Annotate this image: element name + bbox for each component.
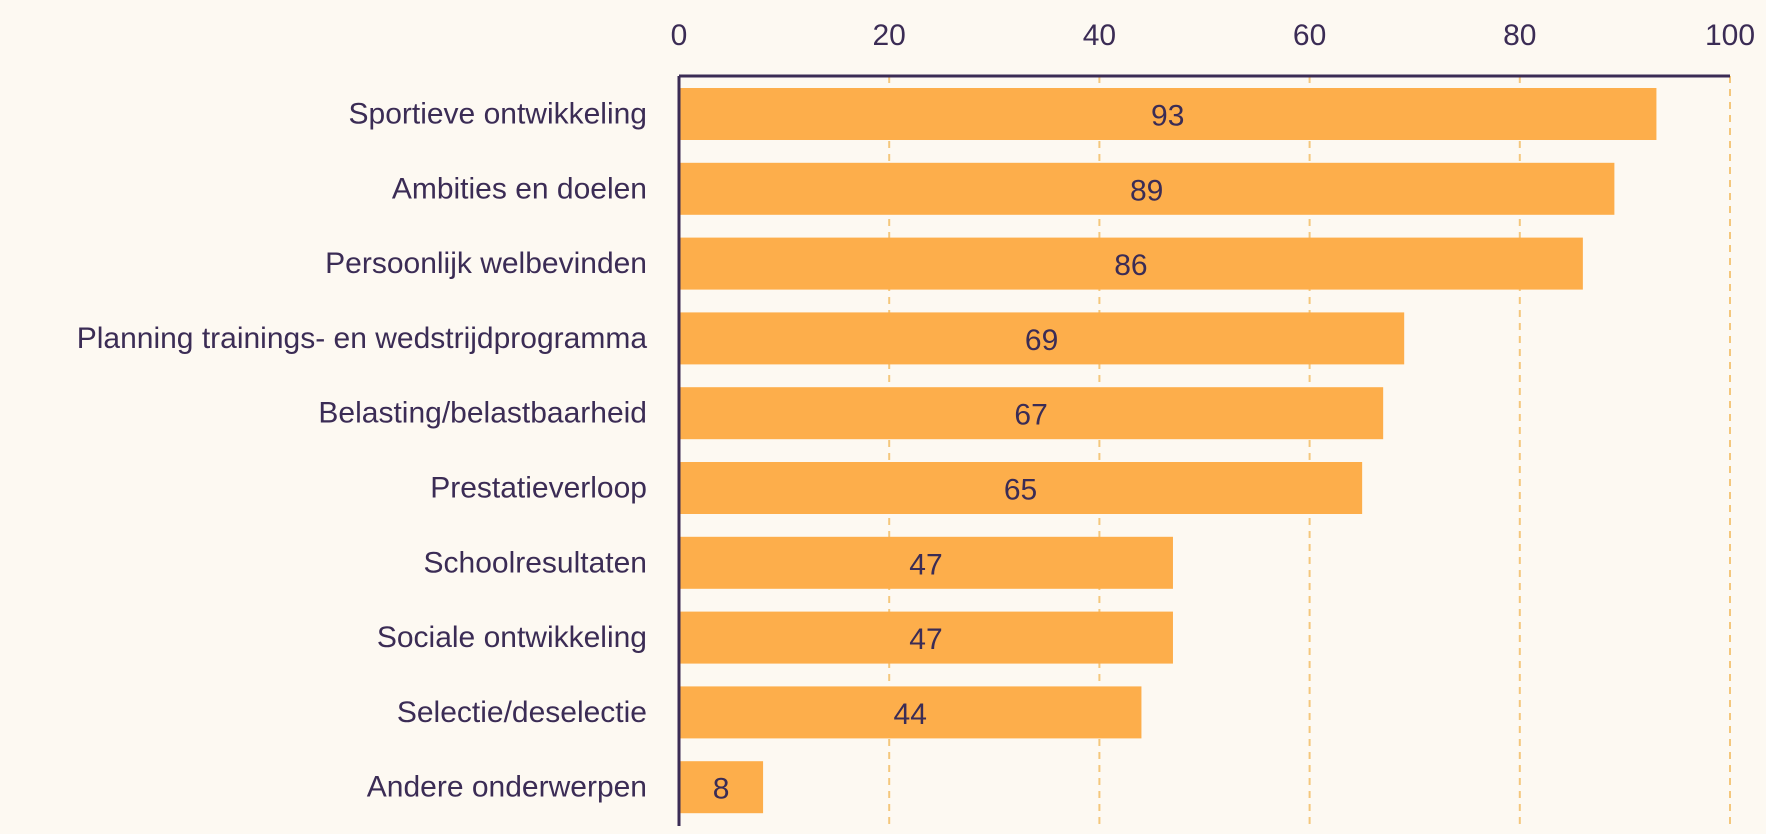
category-label: Selectie/deselectie bbox=[397, 696, 647, 729]
value-label: 69 bbox=[1025, 324, 1058, 357]
bar bbox=[679, 536, 1173, 589]
bar bbox=[679, 686, 1142, 739]
value-label: 86 bbox=[1114, 249, 1147, 282]
value-label: 67 bbox=[1014, 399, 1047, 432]
category-label: Belasting/belastbaarheid bbox=[318, 397, 647, 430]
bar bbox=[679, 387, 1384, 440]
value-label: 44 bbox=[894, 698, 927, 731]
category-label: Andere onderwerpen bbox=[367, 771, 647, 804]
bar bbox=[679, 761, 764, 814]
category-label: Ambities en doelen bbox=[392, 172, 647, 205]
value-label: 93 bbox=[1151, 100, 1184, 133]
bars bbox=[679, 88, 1657, 814]
value-label: 47 bbox=[909, 623, 942, 656]
value-label: 8 bbox=[713, 773, 730, 806]
value-labels: 93 89 86 69 67 65 47 47 44 8 bbox=[713, 100, 1185, 806]
tick-label: 0 bbox=[671, 19, 688, 52]
category-label: Prestatieverloop bbox=[430, 472, 647, 505]
category-label: Sportieve ontwikkeling bbox=[349, 98, 648, 131]
bar bbox=[679, 462, 1363, 514]
bar bbox=[679, 611, 1173, 664]
value-label: 47 bbox=[909, 548, 942, 581]
bar bbox=[679, 237, 1583, 290]
tick-label: 40 bbox=[1083, 19, 1116, 52]
tick-label: 80 bbox=[1503, 19, 1536, 52]
value-label: 89 bbox=[1130, 174, 1163, 207]
tick-label: 100 bbox=[1705, 19, 1755, 52]
tick-label: 60 bbox=[1293, 19, 1326, 52]
category-label: Planning trainings- en wedstrijdprogramm… bbox=[77, 322, 648, 355]
bar bbox=[679, 312, 1405, 365]
category-label: Schoolresultaten bbox=[424, 546, 647, 579]
value-label: 65 bbox=[1004, 474, 1037, 507]
bar bbox=[679, 162, 1615, 215]
axes bbox=[677, 74, 1730, 826]
category-label: Sociale ontwikkeling bbox=[377, 621, 647, 654]
tick-labels: 0 20 40 60 80 100 bbox=[671, 19, 1755, 52]
category-label: Persoonlijk welbevinden bbox=[325, 247, 647, 280]
bar bbox=[679, 88, 1657, 140]
tick-label: 20 bbox=[873, 19, 906, 52]
category-labels: Sportieve ontwikkeling Ambities en doelen… bbox=[77, 98, 648, 804]
